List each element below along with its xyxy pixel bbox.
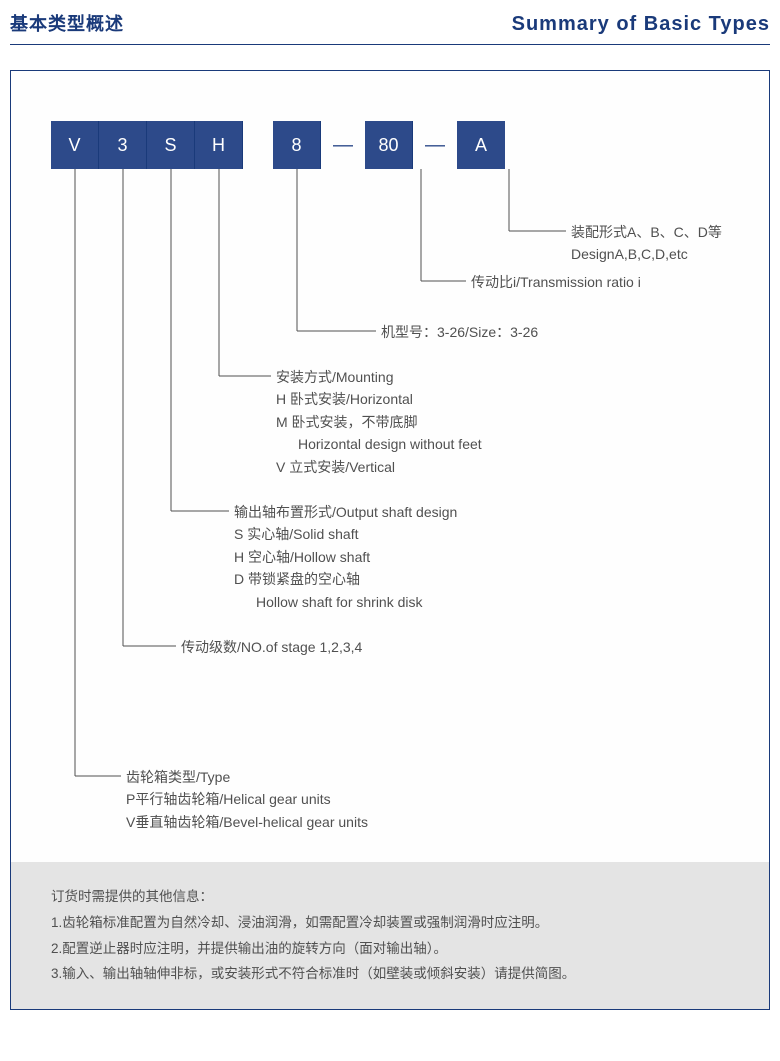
connector-lines xyxy=(11,71,769,891)
desc-type-l1: 齿轮箱类型/Type xyxy=(126,766,368,788)
desc-stage: 传动级数/NO.of stage 1,2,3,4 xyxy=(181,636,362,658)
desc-type-l3: V垂直轴齿轮箱/Bevel-helical gear units xyxy=(126,811,368,833)
desc-mounting-l5: V 立式安装/Vertical xyxy=(276,456,482,478)
footer-l1: 1.齿轮箱标准配置为自然冷却、浸油润滑，如需配置冷却装置或强制润滑时应注明。 xyxy=(51,910,729,936)
desc-size-l1: 机型号：3-26/Size：3-26 xyxy=(381,321,538,343)
desc-mounting-l1: 安装方式/Mounting xyxy=(276,366,482,388)
code-boxes-row: V 3 S H 8 — 80 — A xyxy=(51,121,505,169)
footer-l3: 3.输入、输出轴轴伸非标，或安装形式不符合标准时（如壁装或倾斜安装）请提供简图。 xyxy=(51,961,729,987)
desc-size: 机型号：3-26/Size：3-26 xyxy=(381,321,538,343)
box-stage: 3 xyxy=(99,121,147,169)
box-design: A xyxy=(457,121,505,169)
dash-1: — xyxy=(321,134,365,157)
desc-design-l2: DesignA,B,C,D,etc xyxy=(571,243,722,265)
header-divider xyxy=(10,44,770,45)
desc-shaft-l3: H 空心轴/Hollow shaft xyxy=(234,546,457,568)
desc-mounting-l2: H 卧式安装/Horizontal xyxy=(276,388,482,410)
desc-type: 齿轮箱类型/Type P平行轴齿轮箱/Helical gear units V垂… xyxy=(126,766,368,833)
box-shaft: S xyxy=(147,121,195,169)
desc-ratio: 传动比i/Transmission ratio i xyxy=(471,271,641,293)
desc-ratio-l1: 传动比i/Transmission ratio i xyxy=(471,271,641,293)
desc-mounting: 安装方式/Mounting H 卧式安装/Horizontal M 卧式安装，不… xyxy=(276,366,482,478)
footer-l2: 2.配置逆止器时应注明，并提供输出油的旋转方向（面对输出轴）。 xyxy=(51,936,729,962)
diagram-area: V 3 S H 8 — 80 — A xyxy=(11,71,769,891)
box-ratio: 80 xyxy=(365,121,413,169)
desc-shaft-l5: Hollow shaft for shrink disk xyxy=(234,591,457,613)
desc-design: 装配形式A、B、C、D等 DesignA,B,C,D,etc xyxy=(571,221,722,266)
desc-type-l2: P平行轴齿轮箱/Helical gear units xyxy=(126,788,368,810)
desc-mounting-l3: M 卧式安装，不带底脚 xyxy=(276,411,482,433)
desc-shaft-l2: S 实心轴/Solid shaft xyxy=(234,523,457,545)
desc-shaft-l1: 输出轴布置形式/Output shaft design xyxy=(234,501,457,523)
desc-mounting-l4: Horizontal design without feet xyxy=(276,433,482,455)
page-header: 基本类型概述 Summary of Basic Types xyxy=(10,10,770,36)
box-mounting: H xyxy=(195,121,243,169)
box-size: 8 xyxy=(273,121,321,169)
box-type: V xyxy=(51,121,99,169)
header-title-cn: 基本类型概述 xyxy=(10,10,124,36)
desc-shaft-l4: D 带锁紧盘的空心轴 xyxy=(234,568,457,590)
desc-design-l1: 装配形式A、B、C、D等 xyxy=(571,221,722,243)
desc-shaft: 输出轴布置形式/Output shaft design S 实心轴/Solid … xyxy=(234,501,457,613)
footer-notes: 订货时需提供的其他信息： 1.齿轮箱标准配置为自然冷却、浸油润滑，如需配置冷却装… xyxy=(11,862,769,1009)
main-container: V 3 S H 8 — 80 — A xyxy=(10,70,770,1010)
dash-2: — xyxy=(413,134,457,157)
header-title-en: Summary of Basic Types xyxy=(512,13,770,36)
footer-title: 订货时需提供的其他信息： xyxy=(51,884,729,910)
desc-stage-l1: 传动级数/NO.of stage 1,2,3,4 xyxy=(181,636,362,658)
